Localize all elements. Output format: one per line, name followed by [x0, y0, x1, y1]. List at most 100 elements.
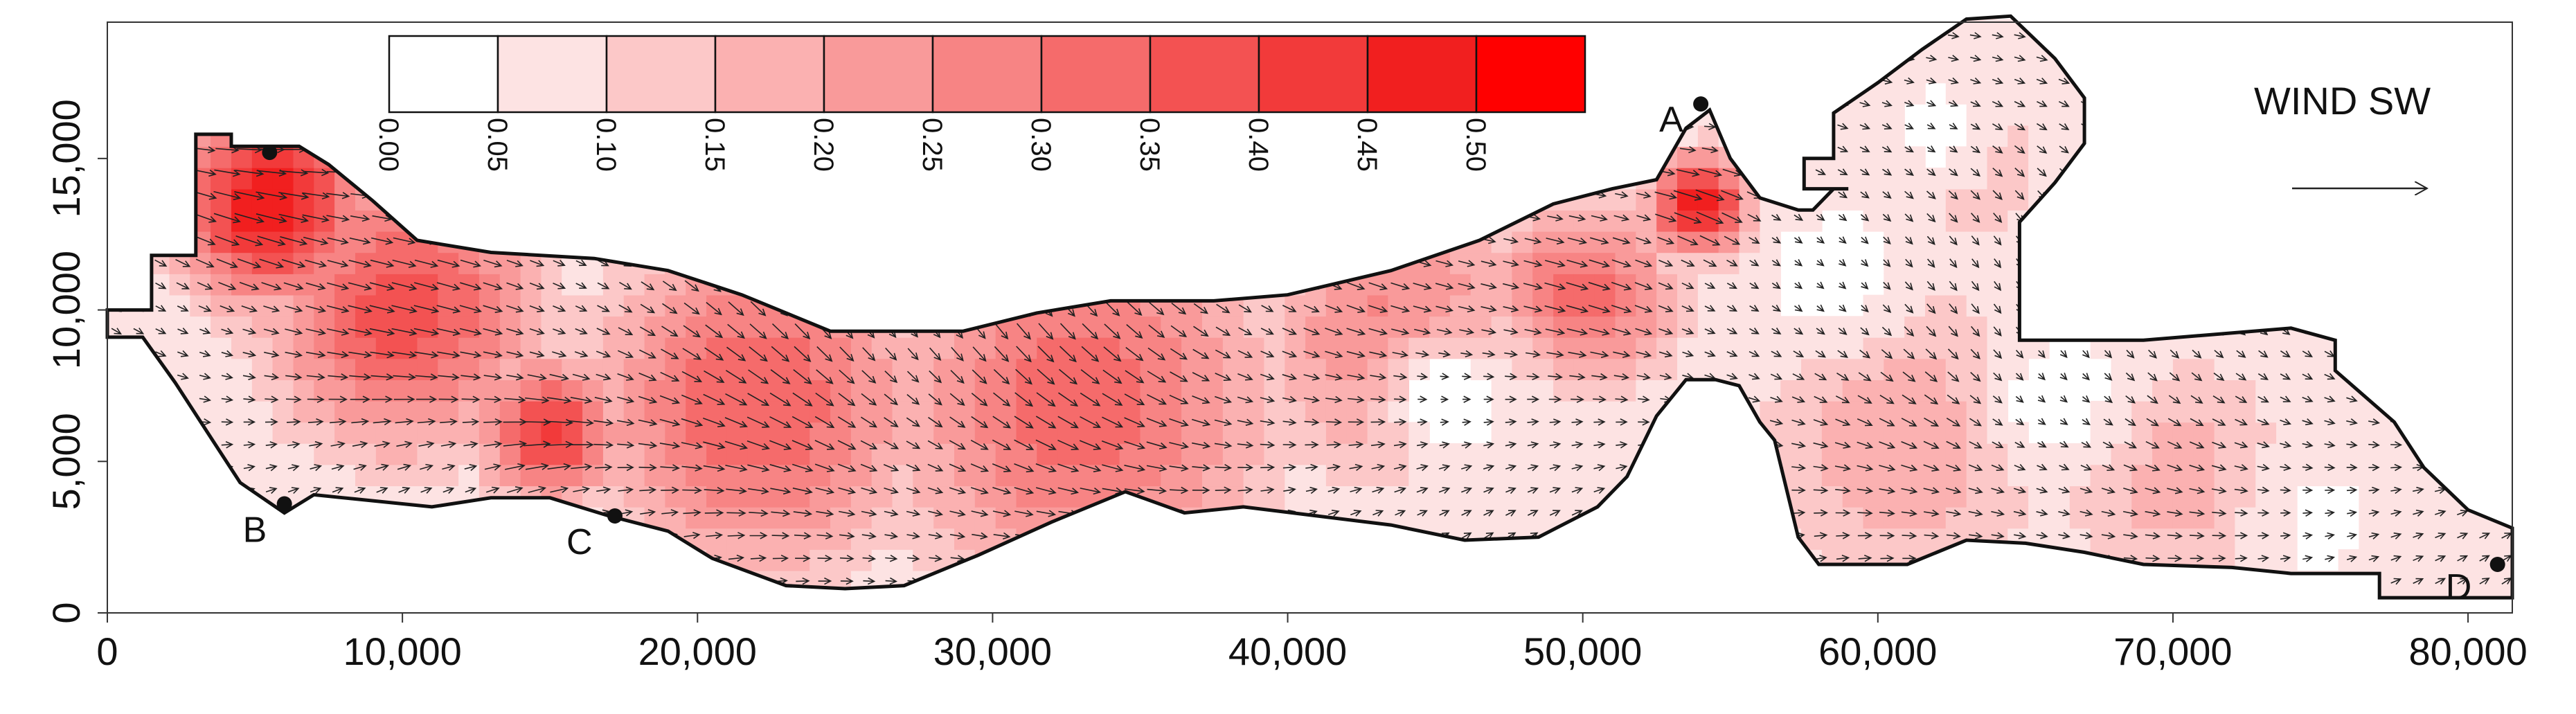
- field-cell: [1553, 316, 1575, 338]
- field-cell: [478, 400, 501, 423]
- velocity-vector: [281, 259, 306, 269]
- field-cell: [2379, 464, 2401, 487]
- field-cell: [1945, 337, 1967, 359]
- field-cell: [726, 506, 749, 529]
- velocity-vector: [199, 373, 211, 380]
- field-cell: [1801, 506, 1823, 529]
- field-cell: [355, 316, 377, 338]
- field-cell: [1966, 400, 1988, 423]
- field-cell: [1966, 146, 1988, 168]
- field-cell: [1636, 231, 1657, 253]
- field-cell: [1697, 294, 1719, 317]
- field-cell: [127, 316, 150, 338]
- velocity-vector: [261, 282, 283, 291]
- field-cell: [231, 422, 253, 444]
- field-cell: [2152, 358, 2174, 380]
- field-cell: [1656, 274, 1678, 296]
- field-cell: [1553, 464, 1575, 487]
- field-cell: [1904, 380, 1926, 402]
- field-cell: [1491, 337, 1513, 359]
- field-cell: [1697, 252, 1719, 274]
- field-cell: [458, 443, 480, 465]
- field-cell: [2090, 485, 2112, 508]
- field-cell: [933, 337, 955, 359]
- field-cell: [1780, 210, 1802, 232]
- velocity-vector: [198, 305, 212, 312]
- field-cell: [2028, 146, 2050, 168]
- velocity-vector: [306, 373, 325, 381]
- field-cell: [355, 252, 377, 274]
- field-cell: [1945, 188, 1967, 211]
- field-cell: [1884, 188, 1905, 211]
- velocity-vector: [221, 395, 234, 403]
- field-cell: [355, 400, 377, 423]
- velocity-vector: [348, 282, 373, 291]
- velocity-vector: [199, 328, 211, 334]
- velocity-vector: [177, 305, 189, 312]
- field-cell: [892, 337, 914, 359]
- field-cell: [1408, 443, 1430, 465]
- field-cell: [1821, 506, 1843, 529]
- velocity-vector: [215, 235, 240, 247]
- field-cell: [582, 380, 604, 402]
- field-cell: [2152, 380, 2174, 402]
- field-cell: [272, 443, 294, 465]
- field-cell: [2111, 358, 2133, 380]
- field-cell: [2276, 485, 2298, 508]
- field-cell: [1780, 443, 1802, 465]
- field-cell: [582, 400, 604, 423]
- field-cell: [1656, 188, 1678, 211]
- field-cell: [1532, 422, 1554, 444]
- field-cell: [1863, 443, 1885, 465]
- field-cell: [706, 316, 728, 338]
- velocity-vector: [330, 440, 346, 449]
- field-cell: [1367, 400, 1389, 423]
- field-cell: [1842, 188, 1864, 211]
- velocity-vector: [214, 169, 241, 177]
- field-cell: [768, 528, 790, 550]
- field-cell: [1884, 443, 1905, 465]
- field-cell: [190, 294, 211, 317]
- field-cell: [1636, 252, 1657, 274]
- field-cell: [1904, 61, 1926, 84]
- field-cell: [272, 294, 294, 317]
- field-cell: [2007, 464, 2029, 487]
- field-cell: [211, 274, 232, 296]
- field-cell: [1821, 316, 1843, 338]
- field-cell: [2007, 104, 2029, 126]
- field-cell: [2007, 485, 2029, 508]
- field-cell: [1367, 485, 1389, 508]
- velocity-vector: [305, 328, 327, 336]
- field-cell: [562, 294, 583, 317]
- field-cell: [251, 316, 274, 338]
- field-cell: [1987, 506, 2009, 529]
- field-cell: [2359, 443, 2380, 465]
- field-cell: [644, 400, 666, 423]
- field-cell: [458, 337, 480, 359]
- field-cell: [1966, 485, 1988, 508]
- field-cell: [1470, 443, 1492, 465]
- field-cell: [1491, 294, 1513, 317]
- field-cell: [2462, 591, 2484, 598]
- field-cell: [438, 380, 459, 402]
- field-cell: [1966, 82, 1988, 105]
- field-cell: [1863, 528, 1885, 550]
- velocity-vector: [155, 282, 167, 289]
- field-cell: [1532, 337, 1554, 359]
- field-cell: [438, 274, 459, 296]
- field-cell: [2379, 570, 2401, 593]
- velocity-vector: [265, 395, 279, 403]
- field-cell: [2503, 591, 2512, 598]
- velocity-vector: [348, 305, 373, 314]
- field-cell: [2152, 528, 2174, 550]
- field-cell: [2338, 549, 2360, 571]
- field-cell: [1346, 294, 1368, 317]
- field-cell: [334, 443, 356, 465]
- field-cell: [375, 380, 397, 402]
- field-cell: [1264, 337, 1285, 359]
- field-cell: [2503, 570, 2512, 593]
- field-cell: [251, 252, 274, 274]
- field-cell: [2193, 528, 2215, 550]
- field-cell: [1305, 400, 1327, 423]
- field-cell: [1656, 294, 1678, 317]
